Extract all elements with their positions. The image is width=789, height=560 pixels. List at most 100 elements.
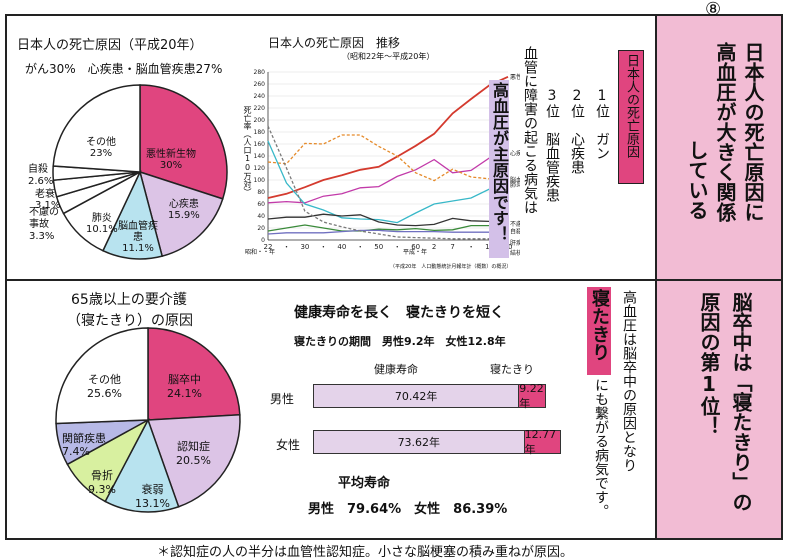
bottom-vertical-pink: 寝たきり <box>589 289 610 361</box>
female-bedridden-segment: 12.77年 <box>523 428 560 456</box>
pie1-label-other: その他 23% <box>86 137 116 159</box>
ranking-3: 3位 脳血管疾患 <box>544 88 560 202</box>
trend-xtick: 40 <box>337 243 346 251</box>
pie2-label-other: その他 25.6% <box>87 373 122 400</box>
top-vertical-emphasis: 高血圧が主原因です！ <box>490 82 509 242</box>
trend-ytick: 160 <box>254 141 266 148</box>
trend-ylabel: 死亡率（人口10万対） <box>243 106 252 196</box>
death-cause-pie <box>52 84 228 260</box>
trend-series-5 <box>267 224 508 232</box>
pie2-slice-5 <box>55 327 149 425</box>
pie1-slice-1 <box>138 170 224 258</box>
trend-xtick: 2 <box>432 243 436 251</box>
trend-source: （平成20年 人口動態統計月報年計（概数）の概況） <box>390 264 512 270</box>
trend-ytick: 100 <box>254 177 266 184</box>
trend-ytick: 80 <box>257 189 265 196</box>
trend-series-1 <box>267 152 509 204</box>
ranking-title: 日本人の死亡原因 <box>624 54 639 158</box>
top-headline-line2: 高血圧が大きく関係 <box>713 42 737 222</box>
caption-pink-box <box>587 287 611 375</box>
trend-ytick: 240 <box>254 93 266 100</box>
trend-series-7 <box>267 125 508 240</box>
page-number: ⑧ <box>705 0 722 20</box>
male-healthy-segment: 70.42年 <box>314 385 519 407</box>
trend-ytick: 60 <box>257 201 265 208</box>
caption-highlight <box>489 80 509 258</box>
bottom-pie-title-1: 65歳以上の要介護 <box>71 292 187 308</box>
trend-xtick: 50 <box>374 243 383 251</box>
pie2-label-fracture: 骨折 9.3% <box>88 469 116 496</box>
trend-ytick: 120 <box>254 165 266 172</box>
trend-xtick: ・ <box>468 243 475 251</box>
column-divider <box>655 14 657 540</box>
trend-subtitle: （昭和22年～平成20年） <box>342 52 435 61</box>
trend-series-label-3: 肺炎 <box>510 182 520 189</box>
trend-xtick: 30 <box>300 243 309 251</box>
trend-xtick: 22 <box>264 243 273 251</box>
trend-series-6 <box>267 229 509 235</box>
top-pie-title: 日本人の死亡原因（平成20年） <box>17 38 203 53</box>
col-healthy: 健康寿命 <box>374 363 418 376</box>
bottom-headline-line1: 脳卒中は「寝たきり」の <box>729 292 753 512</box>
bottom-headline-panel <box>657 281 781 538</box>
outer-frame <box>5 14 783 540</box>
top-vertical-caption: 血管に障害の起こる病気は <box>522 46 538 214</box>
trend-series-label-5: 自殺 <box>510 228 520 236</box>
trend-series-label-2: 脳血管疾患 <box>510 176 520 184</box>
trend-series-label-4: 不慮の事故 <box>510 220 520 228</box>
col-bedridden: 寝たきり <box>490 363 534 376</box>
pie1-label-stroke: 脳血管疾患 11.1% <box>118 221 158 254</box>
top-pie-subtitle: がん30% 心疾患・脳血管疾患27% <box>25 62 223 76</box>
pie2-label-stroke: 脳卒中 24.1% <box>167 373 202 400</box>
bottom-vertical-tail: にも繋がる病気です。 <box>593 378 609 518</box>
pie2-slice-0 <box>147 327 241 421</box>
pie1-slice-0 <box>139 84 228 200</box>
trend-ytick: 260 <box>254 81 266 88</box>
pie1-label-suicide: 自殺 2.6% <box>28 164 54 187</box>
pie1-label-pneumonia: 肺炎 10.1% <box>86 213 118 235</box>
trend-series-0 <box>267 75 509 199</box>
top-headline-panel <box>657 16 781 279</box>
female-healthy-segment: 73.62年 <box>314 431 524 453</box>
trend-series-label-1: 心疾患 <box>510 150 520 158</box>
ranking-1: 1位 ガン <box>594 88 610 160</box>
female-bar: 73.62年 12.77年 <box>313 428 561 456</box>
trend-era-showa: 昭和・・年 <box>245 249 276 256</box>
male-bedridden-segment: 9.22年 <box>518 381 545 410</box>
top-headline-line1: 日本人の死亡原因に <box>741 42 765 222</box>
bottom-headline-line2: 原因の第1位！ <box>697 292 721 436</box>
pie1-label-senility: 老衰 3.1% <box>35 189 61 211</box>
trend-ytick: 0 <box>261 237 265 244</box>
trend-xtick: ・ <box>357 243 364 251</box>
footnote: ＊認知症の人の半分は血管性認知症。小さな脳梗塞の積み重ねが原因。 <box>157 545 574 560</box>
trend-ytick: 20 <box>257 225 265 232</box>
trend-ytick: 280 <box>254 69 266 76</box>
trend-ytick: 200 <box>254 117 266 124</box>
bedridden-cause-pie <box>55 327 241 513</box>
pie2-label-joint: 関節疾患 7.4% <box>62 432 106 458</box>
pie2-label-dementia: 認知症 20.5% <box>176 440 211 467</box>
bottom-vertical-caption: 高血圧は脳卒中の原因となり <box>621 290 637 472</box>
trend-xtick: ・ <box>320 243 327 251</box>
pie2-slice-2 <box>104 418 180 513</box>
pie2-label-weakness: 衰弱 13.1% <box>135 483 170 510</box>
trend-series-2 <box>267 134 509 182</box>
bottom-pie-title-2: （寝たきり）の原因 <box>67 313 193 329</box>
bedridden-period: 寝たきりの期間 男性9.2年 女性12.8年 <box>294 335 506 348</box>
trend-series-label-0: 悪性新生物 <box>510 73 520 81</box>
trend-ytick: 140 <box>254 153 266 160</box>
trend-xtick: 60 <box>411 243 420 251</box>
top-headline-line3: している <box>685 140 709 220</box>
male-bar: 70.42年 9.22年 <box>313 381 546 410</box>
avg-title: 平均寿命 <box>338 476 391 491</box>
ranking-2: 2位 心疾患 <box>569 88 585 174</box>
trend-xtick: ・ <box>394 243 401 251</box>
trend-series-3 <box>267 140 509 224</box>
trend-ytick: 180 <box>254 129 266 136</box>
avg-line: 男性 79.64% 女性 86.39% <box>308 502 508 517</box>
death-trend-chart: 2802602402202001801601401201008060402002… <box>254 69 520 257</box>
pie1-slice-7 <box>52 84 141 173</box>
pie1-label-accident: 不慮の事故 3.3% <box>29 207 59 242</box>
female-label: 女性 <box>276 438 301 452</box>
trend-series-label-7: 結核 <box>510 249 520 257</box>
